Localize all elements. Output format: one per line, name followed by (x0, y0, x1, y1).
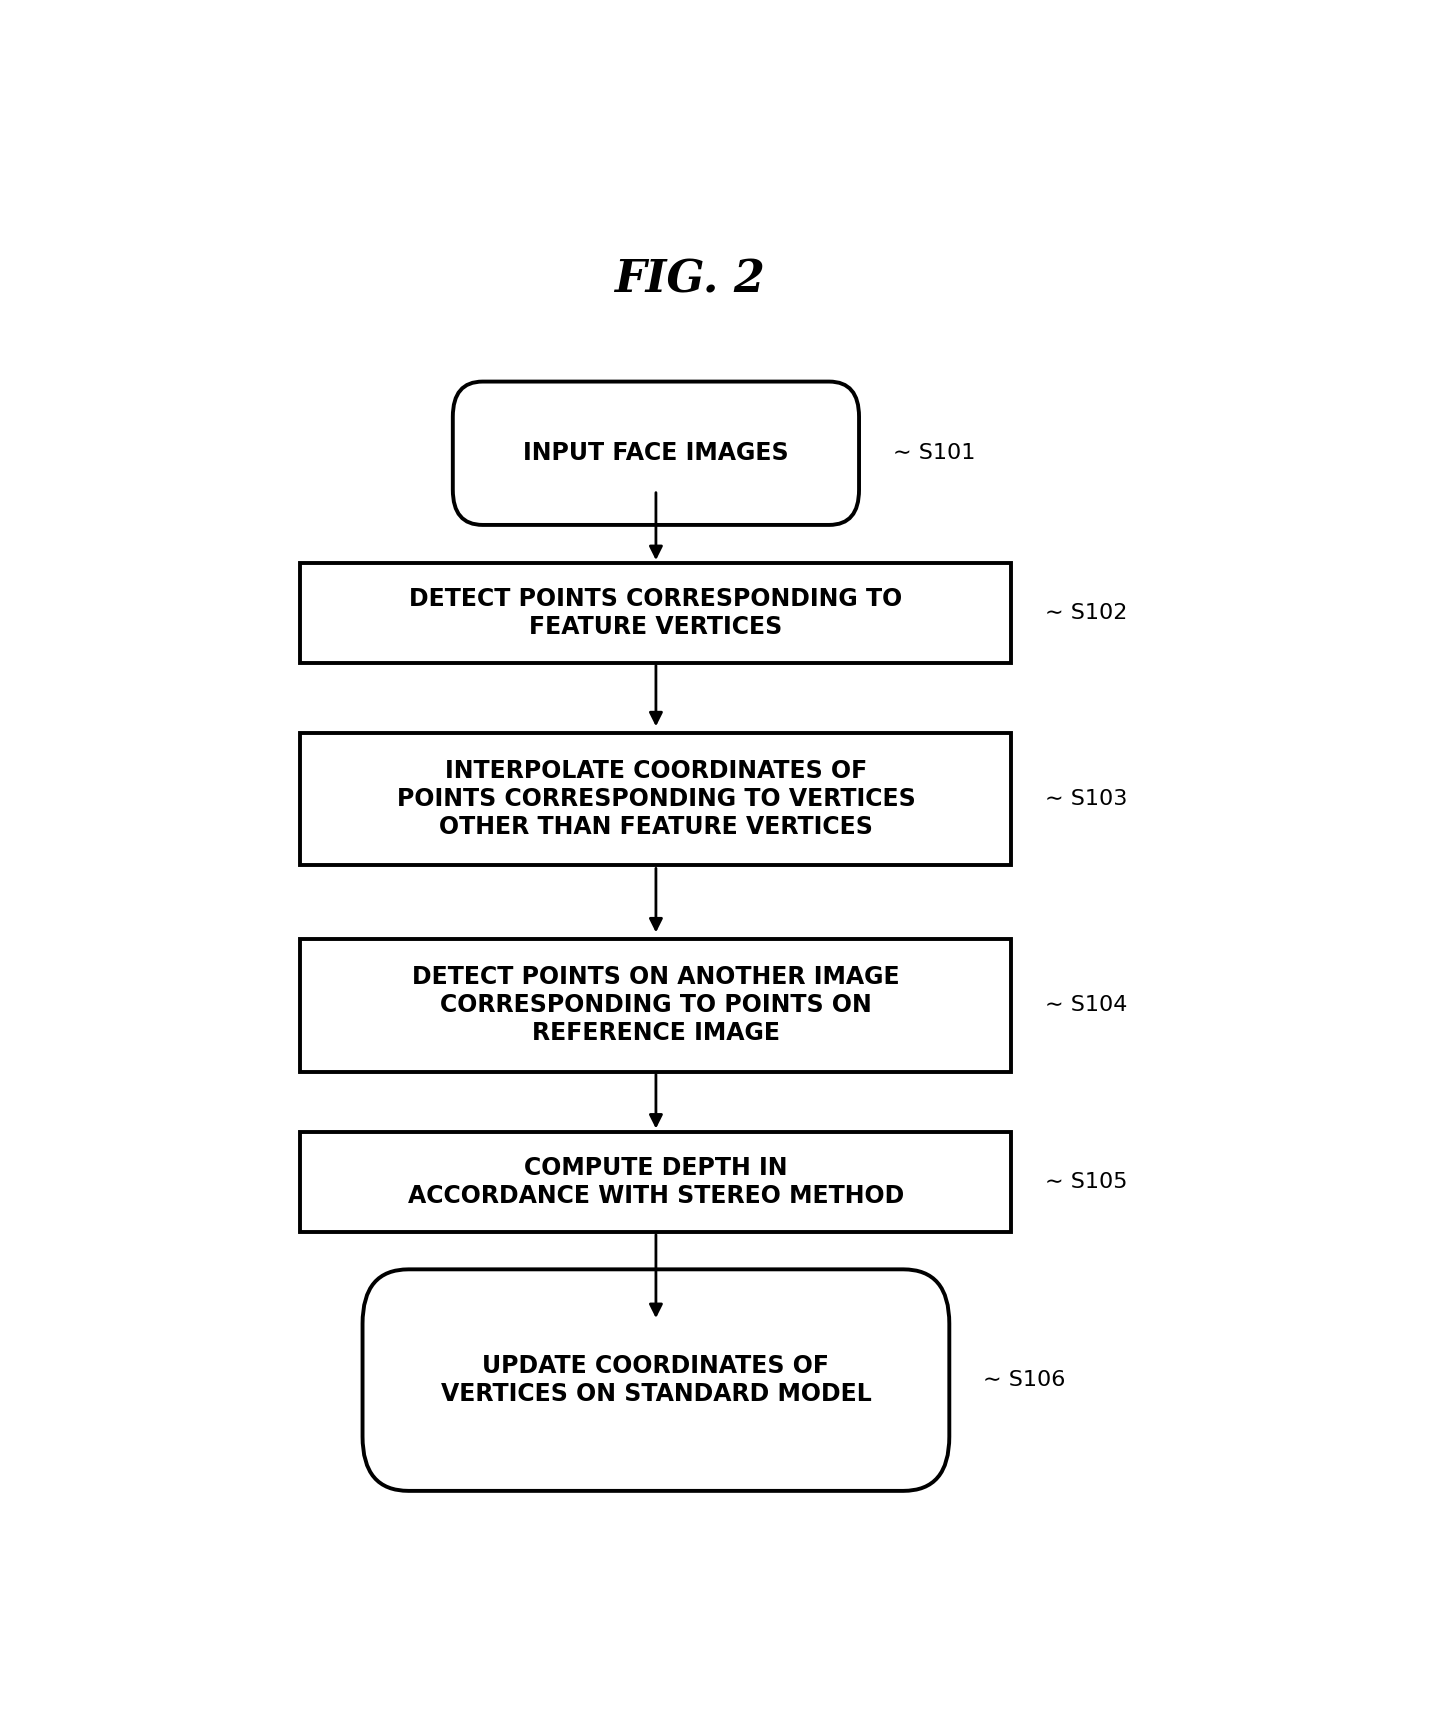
Text: DETECT POINTS ON ANOTHER IMAGE
CORRESPONDING TO POINTS ON
REFERENCE IMAGE: DETECT POINTS ON ANOTHER IMAGE CORRESPON… (412, 965, 900, 1045)
FancyBboxPatch shape (453, 382, 859, 525)
Text: UPDATE COORDINATES OF
VERTICES ON STANDARD MODEL: UPDATE COORDINATES OF VERTICES ON STANDA… (441, 1354, 871, 1406)
Text: INPUT FACE IMAGES: INPUT FACE IMAGES (523, 442, 789, 465)
Text: COMPUTE DEPTH IN
ACCORDANCE WITH STEREO METHOD: COMPUTE DEPTH IN ACCORDANCE WITH STEREO … (408, 1155, 904, 1207)
Text: ∼ S101: ∼ S101 (893, 444, 976, 463)
Text: ∼ S102: ∼ S102 (1045, 603, 1127, 623)
Text: DETECT POINTS CORRESPONDING TO
FEATURE VERTICES: DETECT POINTS CORRESPONDING TO FEATURE V… (409, 587, 903, 639)
Text: ∼ S106: ∼ S106 (983, 1370, 1066, 1390)
Bar (300, 1133, 1012, 1231)
Text: ∼ S105: ∼ S105 (1045, 1173, 1128, 1192)
Text: FIG. 2: FIG. 2 (614, 259, 766, 302)
Bar (300, 732, 1012, 865)
Text: INTERPOLATE COORDINATES OF
POINTS CORRESPONDING TO VERTICES
OTHER THAN FEATURE V: INTERPOLATE COORDINATES OF POINTS CORRES… (396, 760, 916, 839)
Bar (300, 939, 1012, 1071)
Text: ∼ S103: ∼ S103 (1045, 789, 1127, 808)
Text: ∼ S104: ∼ S104 (1045, 995, 1127, 1015)
FancyBboxPatch shape (363, 1269, 949, 1490)
Bar (300, 563, 1012, 663)
